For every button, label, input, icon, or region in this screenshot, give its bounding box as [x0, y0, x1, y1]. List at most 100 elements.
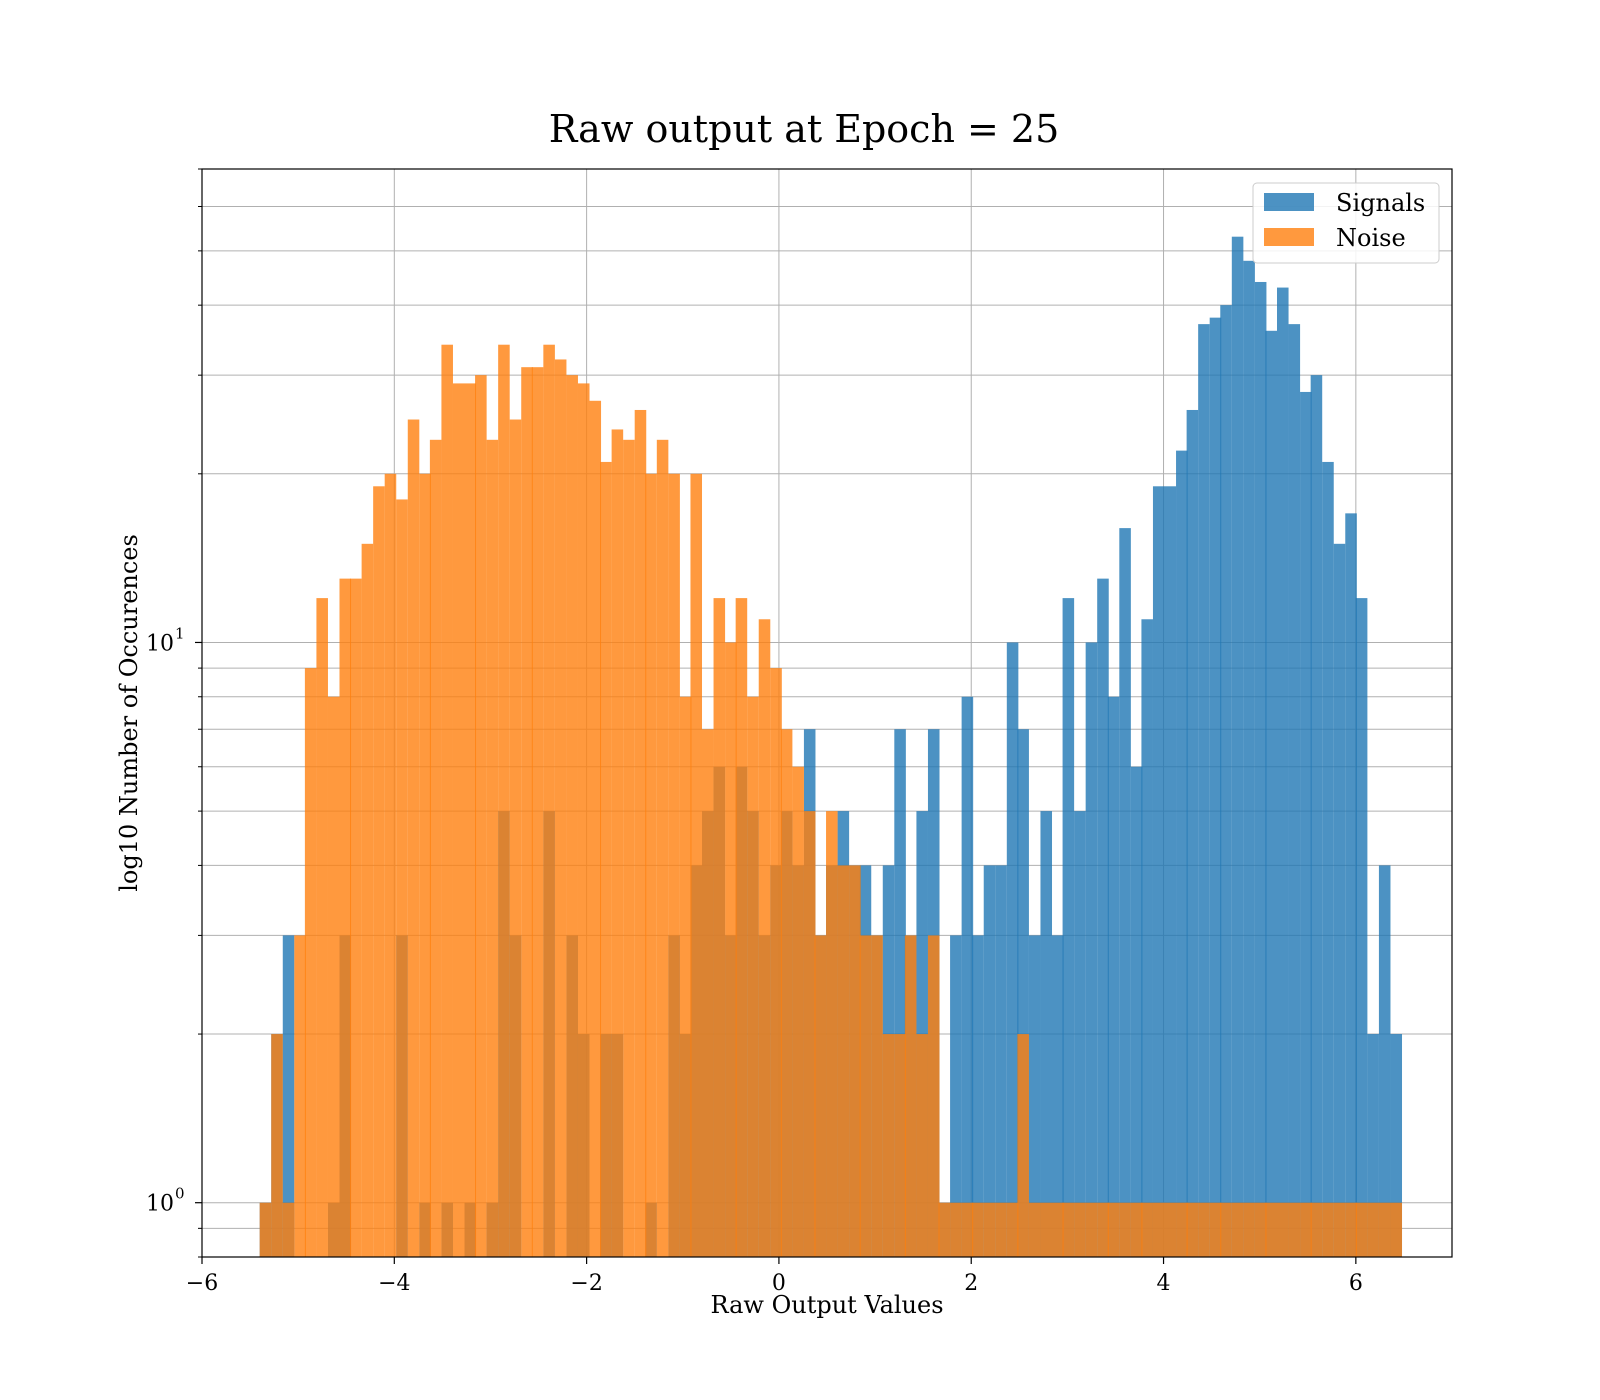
noise-bar [464, 383, 477, 1257]
noise-bar [429, 439, 442, 1257]
signals-bar [1277, 287, 1289, 1257]
legend: Signals Noise [1252, 182, 1440, 264]
noise-bar [859, 935, 872, 1257]
noise-bar [1367, 1202, 1379, 1257]
legend-swatch-noise [1264, 228, 1314, 246]
signals-bar [1164, 486, 1177, 1257]
noise-bar [961, 1202, 974, 1257]
noise-bar [611, 429, 624, 1257]
x-tick-label: 6 [1349, 1271, 1363, 1296]
signals-bar [1062, 598, 1075, 1257]
noise-bar [327, 696, 340, 1257]
noise-bar [282, 1202, 295, 1257]
y-tick-exponent: 1 [175, 624, 185, 642]
noise-bar [589, 400, 602, 1257]
signals-bar [1367, 1034, 1379, 1257]
noise-bar [1074, 1202, 1086, 1257]
noise-bar [1310, 1202, 1323, 1257]
noise-bar [554, 359, 567, 1257]
noise-bar [916, 1034, 928, 1257]
signals-bar [1333, 543, 1346, 1257]
noise-bar [690, 473, 703, 1258]
x-tick-label: −4 [378, 1271, 410, 1296]
noise-bar [747, 696, 759, 1257]
noise-bar [792, 766, 804, 1257]
noise-bar [1097, 1202, 1109, 1257]
noise-bar [803, 811, 816, 1257]
noise-bar [1254, 1202, 1267, 1257]
noise-bar [566, 375, 578, 1257]
noise-bar [1345, 1202, 1357, 1257]
signals-bar [1254, 281, 1267, 1257]
noise-bar [882, 1034, 895, 1257]
y-tick-exponent: 0 [175, 1185, 185, 1203]
noise-bar [1152, 1202, 1165, 1257]
noise-bar [1176, 1202, 1188, 1257]
chart-title: Raw output at Epoch = 25 [549, 107, 1060, 151]
noise-bar [384, 473, 397, 1258]
noise-bar [983, 1202, 996, 1257]
noise-bar [1231, 1202, 1244, 1257]
noise-bar [645, 473, 657, 1258]
noise-bar [271, 1034, 283, 1257]
legend-swatch-signals [1264, 193, 1314, 211]
noise-bar [904, 935, 917, 1257]
noise-bar [1017, 1034, 1029, 1257]
noise-bar [304, 668, 317, 1257]
signals-bar [1040, 811, 1053, 1257]
noise-bar [656, 439, 669, 1257]
x-tick-label: 2 [964, 1271, 978, 1296]
noise-bar [531, 367, 544, 1257]
noise-bar [361, 543, 374, 1257]
noise-bar [1198, 1202, 1210, 1257]
signals-bar [1209, 317, 1222, 1257]
noise-bar [758, 619, 771, 1257]
noise-bar [927, 935, 940, 1257]
noise-bar [1028, 1202, 1041, 1257]
noise-bar [1006, 1202, 1019, 1257]
signals-bar [995, 865, 1007, 1257]
signals-bar [983, 865, 996, 1257]
noise-bar [735, 598, 748, 1257]
noise-bar [441, 344, 453, 1257]
legend-label-noise: Noise [1336, 224, 1406, 252]
x-axis-label: Raw Output Values [710, 1291, 943, 1319]
noise-bar [1243, 1202, 1255, 1257]
legend-label-signals: Signals [1336, 189, 1425, 217]
noise-bar [600, 461, 612, 1257]
noise-bar [259, 1202, 272, 1257]
signals-bar [1074, 811, 1086, 1257]
x-tick-label: 0 [772, 1271, 786, 1296]
noise-bar [294, 935, 306, 1257]
noise-bar [543, 344, 555, 1257]
noise-bar [1265, 1202, 1278, 1257]
signals-bar [1288, 324, 1301, 1257]
noise-bar [339, 578, 352, 1257]
signals-bar [1085, 642, 1098, 1257]
noise-bar [1277, 1202, 1289, 1257]
signals-bar [1186, 409, 1199, 1258]
noise-bar [1141, 1202, 1153, 1257]
noise-bar [837, 865, 850, 1257]
noise-bar [1333, 1202, 1346, 1257]
noise-bar [521, 367, 533, 1257]
x-tick-label: −6 [186, 1271, 218, 1296]
signals-bar [1378, 865, 1391, 1257]
noise-bars [259, 344, 1403, 1258]
noise-bar [1119, 1202, 1131, 1257]
signals-bar [1310, 375, 1323, 1257]
noise-bar [826, 811, 838, 1257]
signals-bar [894, 729, 906, 1257]
noise-bar [419, 473, 431, 1258]
signals-bar [1355, 598, 1368, 1257]
signals-bar [950, 935, 962, 1257]
signals-bar [1107, 696, 1120, 1257]
noise-bar [713, 598, 726, 1257]
signals-bar [282, 935, 295, 1257]
signals-bar [1052, 935, 1064, 1257]
signals-bar [1300, 391, 1312, 1257]
signals-bar [1028, 935, 1041, 1257]
noise-bar [1186, 1202, 1199, 1257]
noise-bar [634, 409, 647, 1258]
